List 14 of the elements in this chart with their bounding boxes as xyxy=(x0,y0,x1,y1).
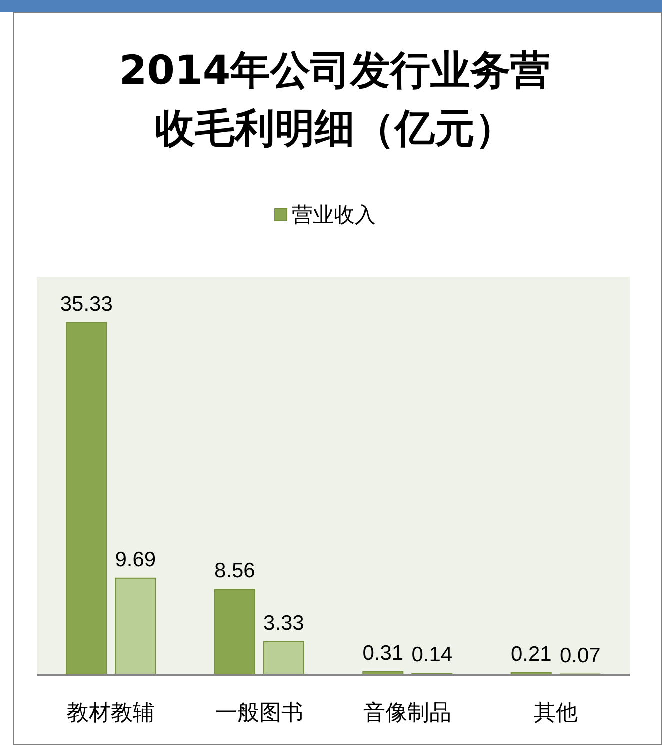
data-label: 0.21 xyxy=(510,642,552,666)
data-label: 9.69 xyxy=(115,548,156,572)
data-label: 3.33 xyxy=(263,612,304,635)
data-label: 35.33 xyxy=(60,292,113,316)
chart-title: 2014年公司发行业务营收毛利明细（亿元） xyxy=(119,48,551,152)
x-tick-label: 一般图书 xyxy=(215,701,304,726)
x-tick-label: 其他 xyxy=(534,701,578,726)
data-label: 0.31 xyxy=(362,642,404,665)
x-tick-label: 教材教辅 xyxy=(67,701,156,726)
x-tick-label: 音像制品 xyxy=(364,701,452,726)
data-label: 8.56 xyxy=(214,560,256,583)
data-label: 0.07 xyxy=(560,644,601,668)
data-label: 0.14 xyxy=(412,644,453,667)
legend-label: 营业收入 xyxy=(292,203,376,227)
